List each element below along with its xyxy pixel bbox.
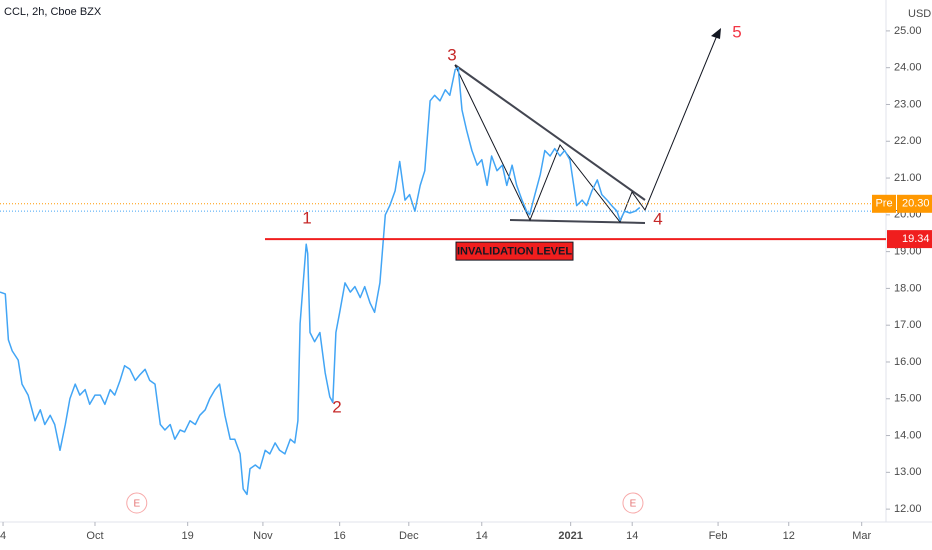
x-tick-label: Nov — [253, 530, 273, 542]
x-tick-label: 2021 — [558, 530, 582, 542]
x-tick-label: 12 — [783, 530, 795, 542]
x-tick-label: Oct — [86, 530, 103, 542]
y-tick-label: 24.00 — [894, 62, 922, 74]
wave-label: 2 — [332, 397, 341, 416]
axis-unit: USD — [908, 8, 931, 20]
y-tick-label: 12.00 — [894, 503, 922, 515]
x-tick-label: 14 — [476, 530, 488, 542]
premarket-tag — [872, 194, 896, 213]
wave-label: 5 — [732, 22, 741, 41]
wave-label: 3 — [447, 45, 456, 64]
y-tick-label: 13.00 — [894, 466, 922, 478]
x-tick-label: 19 — [182, 530, 194, 542]
premarket-tag-label: Pre — [875, 198, 892, 210]
event-icon — [622, 492, 644, 514]
price-tag — [897, 194, 932, 213]
upper-trendline — [454, 64, 646, 201]
invalidation-box — [455, 241, 574, 261]
price-tag-label: 20.30 — [902, 198, 930, 210]
event-label: E — [133, 499, 140, 510]
y-tick-label: 19.00 — [894, 246, 922, 258]
arrow-head — [711, 28, 721, 39]
x-tick-label: Dec — [399, 530, 419, 542]
event-label: E — [630, 499, 637, 510]
wave-label: 4 — [653, 209, 662, 228]
y-tick-label: 23.00 — [894, 98, 922, 110]
price-tag-label: 19.34 — [902, 233, 930, 245]
x-tick-label: Feb — [709, 530, 728, 542]
y-tick-label: 16.00 — [894, 356, 922, 368]
y-tick-label: 14.00 — [894, 429, 922, 441]
y-tick-label: 25.00 — [894, 25, 922, 37]
x-tick-label: Mar — [852, 530, 871, 542]
price-line — [0, 66, 641, 496]
y-tick-label: 22.00 — [894, 135, 922, 147]
x-tick-label: 16 — [334, 530, 346, 542]
chart-title: CCL, 2h, Cboe BZX — [4, 6, 102, 18]
plot: 12.00 13.00 14.00 15.00 16.00 17.00 18.00 19.00… — [0, 25, 932, 542]
x-tick-label: 4 — [0, 530, 6, 542]
lower-trendline — [509, 219, 646, 224]
pattern-drawing — [454, 28, 721, 224]
price-tag — [887, 230, 932, 249]
invalidation-text: INVALIDATION LEVEL — [457, 246, 572, 258]
y-tick-label: 15.00 — [894, 393, 922, 405]
wave-path — [454, 32, 719, 223]
y-tick-label: 17.00 — [894, 319, 922, 331]
x-tick-label: 14 — [626, 530, 638, 542]
wave-label: 1 — [302, 208, 311, 227]
y-tick-label: 18.00 — [894, 282, 922, 294]
y-tick-label: 21.00 — [894, 172, 922, 184]
event-icon — [126, 492, 148, 514]
